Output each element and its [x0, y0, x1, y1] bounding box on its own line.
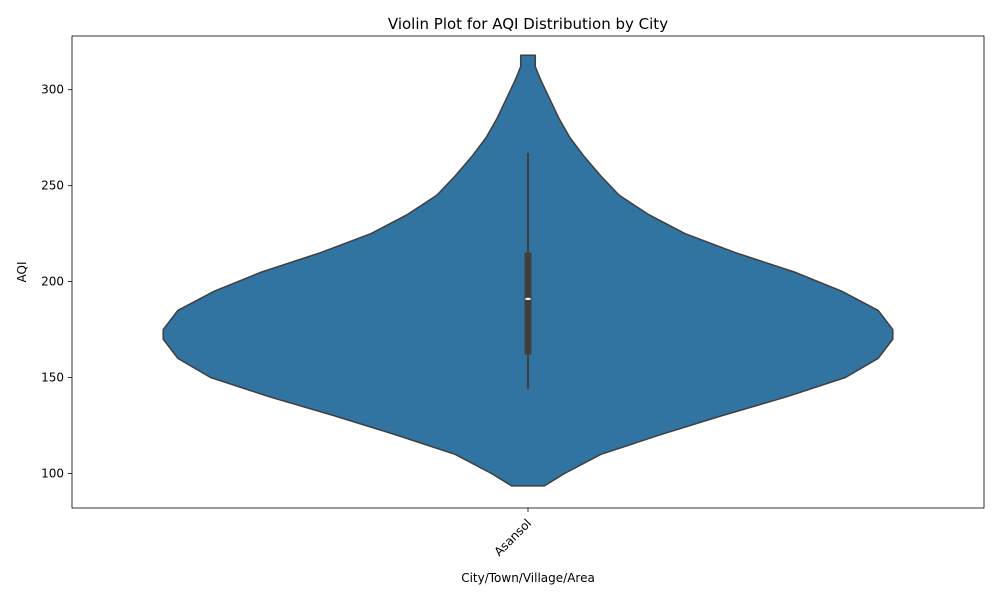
chart-title: Violin Plot for AQI Distribution by City: [388, 15, 668, 33]
y-tick-label: 300: [41, 83, 64, 97]
x-axis-label: City/Town/Village/Area: [461, 571, 595, 585]
violin-iqr-box: [524, 252, 532, 355]
y-tick-label: 100: [41, 466, 64, 480]
x-axis: Asansol: [491, 508, 534, 559]
y-axis: 100 150 200 250 300: [41, 83, 72, 480]
y-tick-label: 200: [41, 275, 64, 289]
y-tick-label: 250: [41, 179, 64, 193]
y-axis-label: AQI: [15, 262, 29, 283]
y-tick-label: 150: [41, 371, 64, 385]
plot-frame: [71, 35, 985, 509]
x-tick-label: Asansol: [491, 516, 534, 559]
plot-area: [162, 54, 894, 487]
